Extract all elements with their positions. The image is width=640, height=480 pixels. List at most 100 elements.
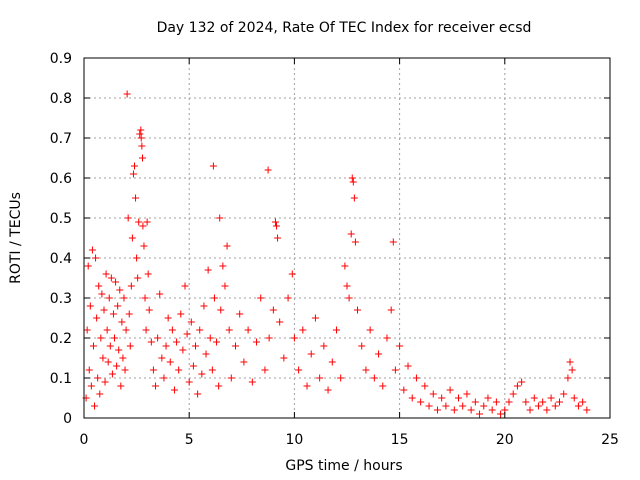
data-point (463, 390, 471, 398)
data-point (284, 294, 292, 302)
data-point (526, 406, 534, 414)
data-point (350, 194, 358, 202)
data-point (324, 386, 332, 394)
data-point (134, 274, 142, 282)
data-point (547, 394, 555, 402)
data-point (124, 214, 132, 222)
data-point (579, 398, 587, 406)
data-point (351, 238, 359, 246)
data-point (118, 318, 126, 326)
data-point (488, 406, 496, 414)
data-point (99, 354, 107, 362)
data-point (497, 410, 505, 418)
data-point (126, 342, 134, 350)
data-point (442, 402, 450, 410)
data-point (113, 362, 121, 370)
data-point (471, 398, 479, 406)
data-point (273, 222, 281, 230)
data-point (539, 398, 547, 406)
data-point (105, 294, 113, 302)
data-point (354, 306, 362, 314)
y-tick-label: 0.7 (50, 131, 72, 147)
data-point (111, 334, 119, 342)
data-point (109, 310, 117, 318)
data-point (204, 266, 212, 274)
grid (84, 58, 610, 418)
data-point (170, 386, 178, 394)
data-point (568, 366, 576, 374)
data-point (89, 342, 97, 350)
data-point (137, 126, 145, 134)
data-point (202, 350, 210, 358)
x-tick-label: 5 (185, 432, 194, 448)
data-point (264, 166, 272, 174)
data-point (295, 366, 303, 374)
data-point (219, 262, 227, 270)
data-point (101, 378, 109, 386)
data-point (551, 402, 559, 410)
data-point (181, 282, 189, 290)
data-point (115, 346, 123, 354)
data-point (505, 398, 513, 406)
data-point (139, 222, 147, 230)
data-point (387, 306, 395, 314)
data-point (158, 354, 166, 362)
data-point (459, 402, 467, 410)
data-point (84, 262, 92, 270)
data-point (438, 394, 446, 402)
x-tick-label: 25 (601, 432, 619, 448)
y-tick-label: 0.9 (50, 51, 72, 67)
data-point (253, 338, 261, 346)
y-axis-label: ROTI / TECUs (8, 192, 24, 284)
data-point (106, 342, 114, 350)
data-point (132, 194, 140, 202)
data-point (122, 326, 130, 334)
data-point (142, 326, 150, 334)
data-point (513, 382, 521, 390)
x-tick-label: 20 (496, 432, 514, 448)
data-point (337, 374, 345, 382)
data-point (128, 234, 136, 242)
data-point (145, 306, 153, 314)
data-point (200, 302, 208, 310)
data-point (564, 374, 572, 382)
data-point (240, 358, 248, 366)
data-point (162, 342, 170, 350)
data-point (168, 326, 176, 334)
data-point (274, 234, 282, 242)
data-point (138, 154, 146, 162)
data-point (389, 238, 397, 246)
data-point (522, 398, 530, 406)
data-point (160, 374, 168, 382)
data-point (455, 394, 463, 402)
data-point (210, 294, 218, 302)
data-point (95, 282, 103, 290)
data-point (183, 330, 191, 338)
x-tick-label: 15 (391, 432, 409, 448)
data-point (189, 362, 197, 370)
data-point (271, 218, 279, 226)
plot-frame (83, 57, 611, 419)
data-point (187, 318, 195, 326)
data-point (231, 342, 239, 350)
data-point (492, 398, 500, 406)
data-point (114, 302, 122, 310)
data-point (467, 406, 475, 414)
data-point (534, 402, 542, 410)
data-point (343, 282, 351, 290)
data-point (332, 326, 340, 334)
y-tick-label: 0.3 (50, 291, 72, 307)
data-point (244, 326, 252, 334)
data-point (120, 294, 128, 302)
data-point (450, 406, 458, 414)
data-point (429, 390, 437, 398)
data-point (261, 366, 269, 374)
data-point (341, 262, 349, 270)
data-point (97, 334, 105, 342)
data-point (83, 326, 91, 334)
data-point (362, 366, 370, 374)
data-point (119, 354, 127, 362)
data-point (303, 382, 311, 390)
data-point (173, 338, 181, 346)
data-point (121, 366, 129, 374)
